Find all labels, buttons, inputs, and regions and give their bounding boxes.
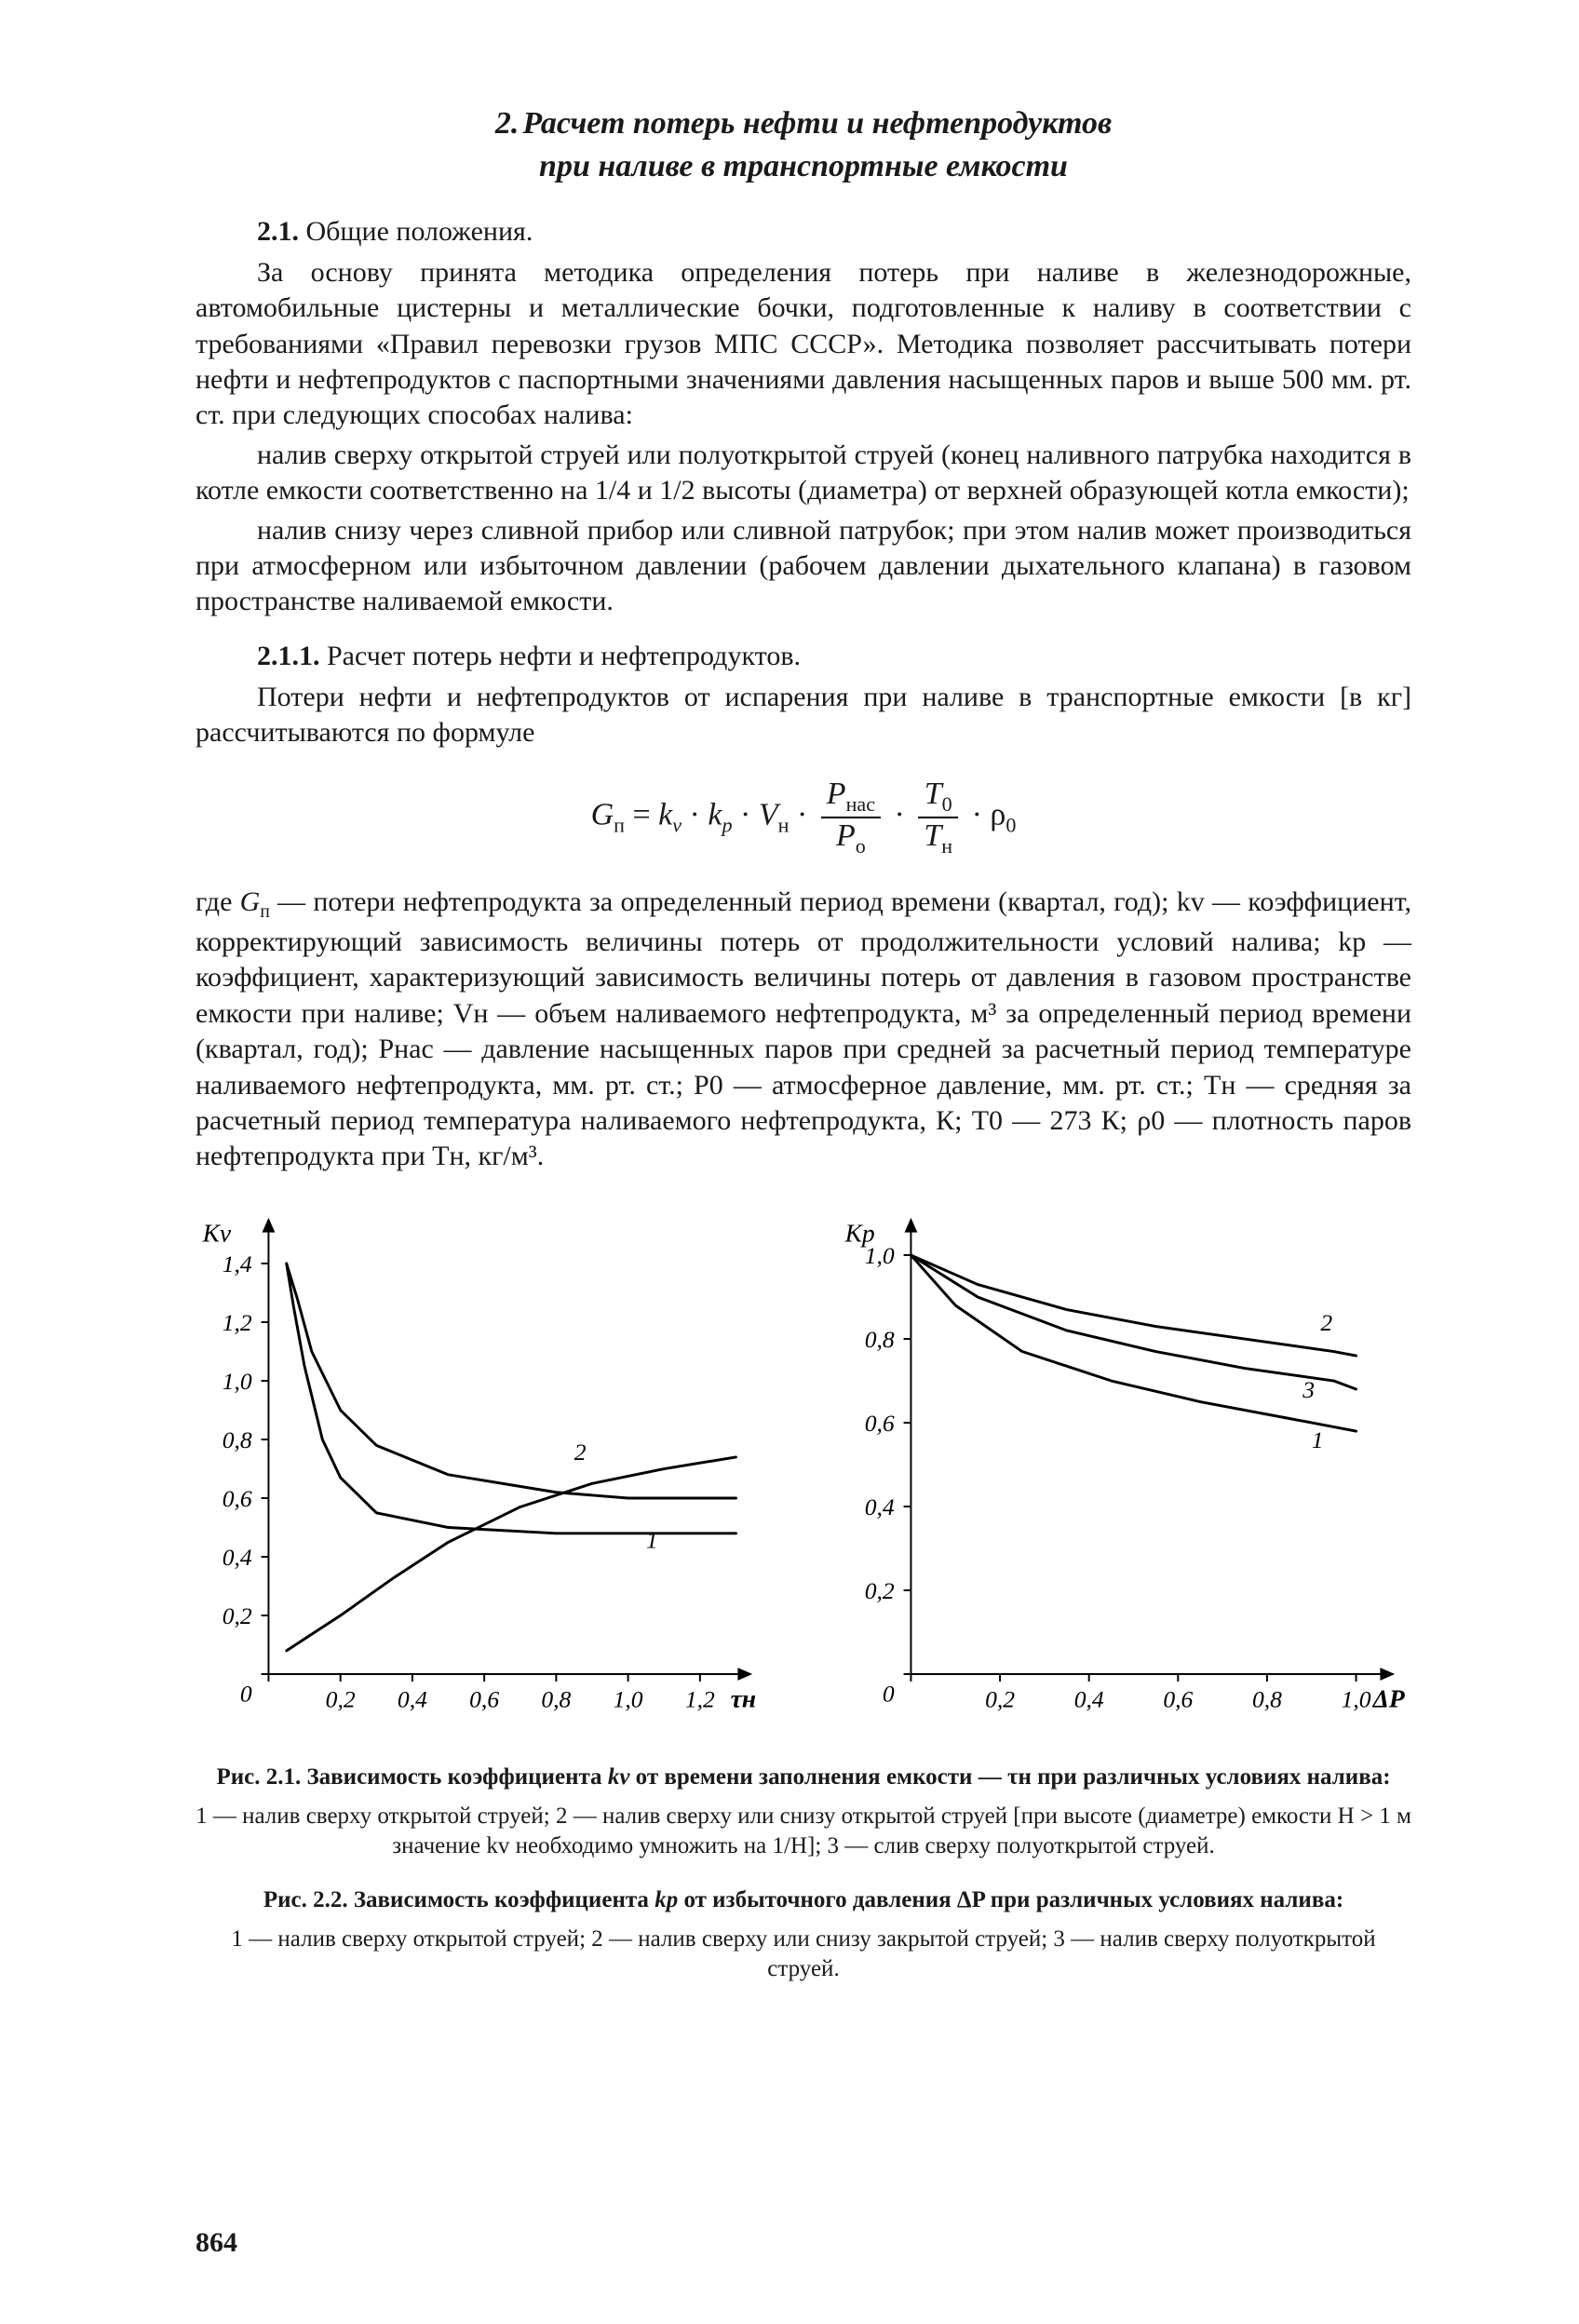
frac-T: T0 Tн [918,777,958,858]
svg-text:0,4: 0,4 [398,1685,427,1712]
svg-text:2: 2 [1320,1309,1332,1336]
chart-kv: 0,2 0,4 0,6 0,8 1,0 1,2 1,4 0,2 0,4 0,6 0,8 1,0 1,2 0… [177,1207,763,1738]
svg-text:0,6: 0,6 [469,1685,499,1712]
figure-2-1: 0,2 0,4 0,6 0,8 1,0 1,2 1,4 0,2 0,4 0,6 0,8 1,0 1,2 0… [177,1207,763,1738]
para-3: налив снизу через сливной прибор или сли… [196,513,1411,620]
sym-Tnum: T [924,777,942,811]
svg-text:0,6: 0,6 [865,1410,895,1437]
section-title-line2: при наливе в транспортные емкости [539,149,1068,183]
formula-gp: Gп = kv · kp · Vн · Pнас Pо · T0 Tн · ρ0 [196,777,1411,858]
subsection-2-1-1: 2.1.1. Расчет потерь нефти и нефтепродук… [196,641,1411,672]
svg-text:1,0: 1,0 [614,1685,643,1712]
svg-text:2: 2 [574,1439,587,1466]
sym-G: G [591,798,614,832]
subsection-2-1-1-text: Расчет потерь нефти и нефтепродуктов. [327,641,801,671]
sym-kp: k [708,798,722,832]
subsection-2-1-text: Общие положения. [306,216,533,247]
svg-text:0,8: 0,8 [865,1326,895,1353]
svg-text:1: 1 [646,1526,658,1553]
sym-Pnum-sub: нас [846,792,875,816]
caption-2-2-lead: Рис. 2.2. Зависимость коэффициента [263,1887,655,1912]
svg-text:0,4: 0,4 [223,1544,252,1571]
subsection-2-1-num: 2.1. [257,216,299,247]
section-number: 2. [495,106,520,141]
sym-rho: ρ [990,798,1005,832]
sym-Pnum: P [827,777,846,811]
svg-text:3: 3 [1302,1376,1315,1403]
caption-2-2-sym: kp [655,1887,678,1912]
svg-text:1,2: 1,2 [223,1309,252,1336]
section-title-line1: Расчет потерь нефти и нефтепродуктов [522,106,1112,141]
sym-V: V [759,798,778,832]
svg-text:1,0: 1,0 [223,1368,252,1395]
para-2: налив сверху открытой струей или полуотк… [196,438,1411,509]
svg-text:1,4: 1,4 [223,1250,252,1277]
svg-text:ΔP: ΔP [1372,1683,1405,1712]
caption-2-2: Рис. 2.2. Зависимость коэффициента kp от… [196,1885,1411,1915]
svg-text:1: 1 [1312,1426,1324,1453]
svg-text:0,4: 0,4 [865,1493,895,1520]
caption-2-1: Рис. 2.1. Зависимость коэффициента kv от… [196,1763,1411,1792]
sym-V-sub: н [778,814,790,837]
svg-text:0,6: 0,6 [223,1485,252,1512]
sym-kv-sub: v [672,814,682,837]
section-title: 2. Расчет потерь нефти и нефтепродуктов … [315,102,1292,188]
frac-P: Pнас Pо [821,777,881,858]
sym-Tden: T [924,818,941,853]
figure-2-2: 0,20,40,60,81,00,20,40,60,81,00KpΔP123 [819,1207,1406,1738]
svg-text:Kv: Kv [202,1218,232,1247]
para-5-lead: где [196,886,240,917]
para-1: За основу принята методика определения п… [196,255,1411,434]
svg-text:1,2: 1,2 [685,1685,715,1712]
svg-text:0,8: 0,8 [541,1685,571,1712]
subsection-2-1-1-num: 2.1.1. [257,641,320,671]
sym-Pden: P [836,818,856,853]
svg-text:1,0: 1,0 [1342,1685,1371,1712]
caption-2-2-legend: 1 — налив сверху открытой струей; 2 — на… [196,1925,1411,1984]
sym-eq: = [632,798,650,832]
caption-2-1-legend: 1 — налив сверху открытой струей; 2 — на… [196,1802,1411,1861]
svg-text:0: 0 [883,1680,895,1707]
svg-text:0,6: 0,6 [1163,1685,1193,1712]
caption-2-1-mid: от времени заполнения емкости — τн при р… [629,1764,1390,1790]
sym-G-sub: п [614,814,625,837]
svg-text:0,8: 0,8 [1252,1685,1282,1712]
sym-kv: k [658,798,672,832]
sym-Tnum-sub: 0 [942,792,952,816]
svg-text:0,2: 0,2 [985,1685,1015,1712]
page-number: 864 [196,2227,237,2259]
svg-text:Kp: Kp [844,1218,875,1247]
sym-kp-sub: p [722,814,732,837]
svg-text:0,8: 0,8 [223,1426,252,1453]
caption-2-1-lead: Рис. 2.1. Зависимость коэффициента [216,1764,607,1790]
sym-Pden-sub: о [856,834,866,858]
sym-Tden-sub: н [941,834,952,858]
svg-text:0,2: 0,2 [223,1602,252,1629]
figures-row: 0,2 0,4 0,6 0,8 1,0 1,2 1,4 0,2 0,4 0,6 0,8 1,0 1,2 0… [177,1207,1406,1738]
svg-text:0: 0 [240,1680,252,1707]
caption-2-1-sym: kv [608,1764,630,1790]
svg-text:0,2: 0,2 [865,1577,895,1604]
chart-kp: 0,20,40,60,81,00,20,40,60,81,00KpΔP123 [819,1207,1406,1738]
svg-text:0,2: 0,2 [326,1685,356,1712]
subsection-2-1: 2.1. Общие положения. [196,216,1411,248]
svg-text:0,4: 0,4 [1074,1685,1104,1712]
para-5: где GпGп — потери нефтепродукта за опред… [196,885,1411,1175]
svg-text:τн: τн [731,1683,757,1712]
sym-rho-sub: 0 [1005,814,1016,837]
caption-2-2-mid: от избыточного давления ΔP при различных… [678,1887,1343,1912]
para-4: Потери нефти и нефтепродуктов от испарен… [196,680,1411,751]
